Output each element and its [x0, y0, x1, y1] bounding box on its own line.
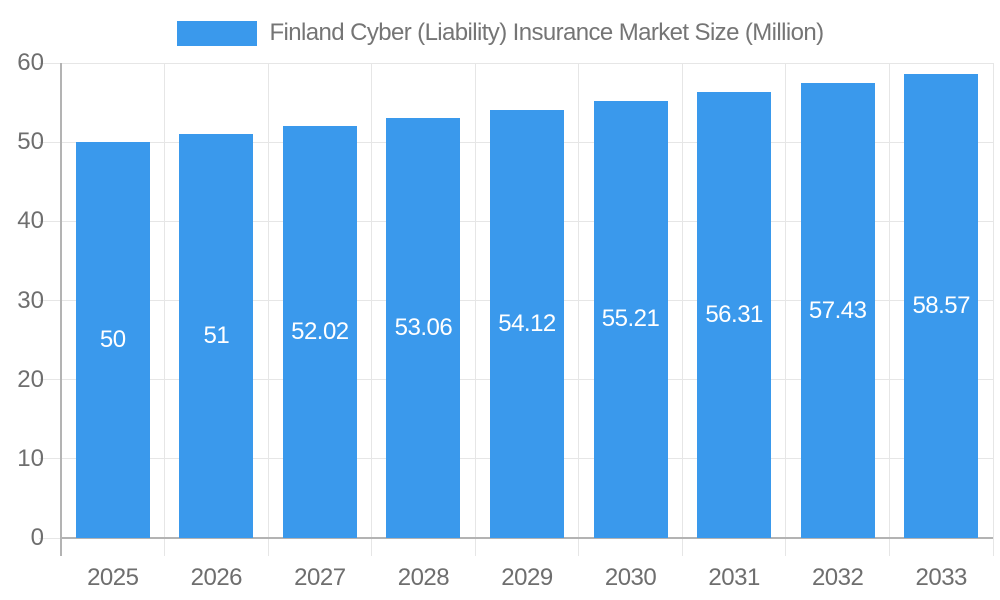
bar-value-label: 58.57: [912, 292, 970, 320]
v-gridline: [992, 63, 994, 556]
bar-2030[interactable]: [593, 100, 668, 538]
bar-value-label: 57.43: [808, 296, 867, 324]
legend: Finland Cyber (Liability) Insurance Mark…: [0, 19, 1000, 47]
bar-value-label: 52.02: [291, 318, 349, 346]
bar-value-label: 55.21: [601, 305, 660, 333]
bar-value-label: 54.12: [498, 309, 556, 337]
y-tick-label: 0: [30, 524, 44, 551]
y-tick-label: 50: [17, 128, 44, 156]
y-tick-label: 60: [17, 49, 44, 76]
v-gridline: [888, 63, 890, 556]
y-tick-label: 20: [17, 365, 44, 393]
bar-2027[interactable]: [282, 126, 357, 538]
y-tick-label: 40: [17, 207, 44, 235]
legend-label: Finland Cyber (Liability) Insurance Mark…: [269, 19, 825, 46]
x-tick-label: 2029: [501, 564, 553, 591]
bar-2032[interactable]: [800, 83, 875, 538]
v-gridline: [371, 63, 373, 556]
h-gridline: [39, 62, 993, 64]
y-axis-line: [60, 63, 62, 556]
x-axis-line: [61, 537, 993, 539]
v-gridline: [474, 63, 476, 556]
bar-2029[interactable]: [490, 109, 564, 538]
y-tick-label: 10: [17, 444, 44, 472]
bar-value-label: 56.31: [705, 301, 763, 329]
v-gridline: [164, 63, 166, 556]
x-tick-label: 2026: [190, 564, 243, 591]
bar-2031[interactable]: [697, 92, 772, 538]
x-tick-label: 2027: [294, 564, 346, 591]
v-gridline: [267, 63, 269, 556]
y-tick-label: 30: [17, 286, 44, 314]
x-tick-label: 2031: [708, 564, 760, 591]
bar-value-label: 51: [203, 322, 230, 350]
legend-swatch: [176, 20, 257, 46]
v-gridline: [578, 63, 580, 556]
bar-value-label: 53.06: [394, 313, 453, 341]
bar-value-label: 50: [99, 326, 126, 354]
x-tick-label: 2032: [811, 564, 864, 591]
v-gridline: [785, 63, 787, 556]
bar-2033[interactable]: [904, 74, 979, 538]
x-tick-label: 2028: [397, 564, 450, 591]
bar-2025[interactable]: [75, 142, 150, 538]
x-tick-label: 2033: [915, 564, 968, 591]
bar-2026[interactable]: [179, 134, 254, 538]
bar-2028[interactable]: [386, 117, 461, 538]
v-gridline: [681, 63, 683, 556]
x-tick-label: 2025: [87, 564, 139, 591]
x-tick-label: 2030: [604, 564, 657, 591]
